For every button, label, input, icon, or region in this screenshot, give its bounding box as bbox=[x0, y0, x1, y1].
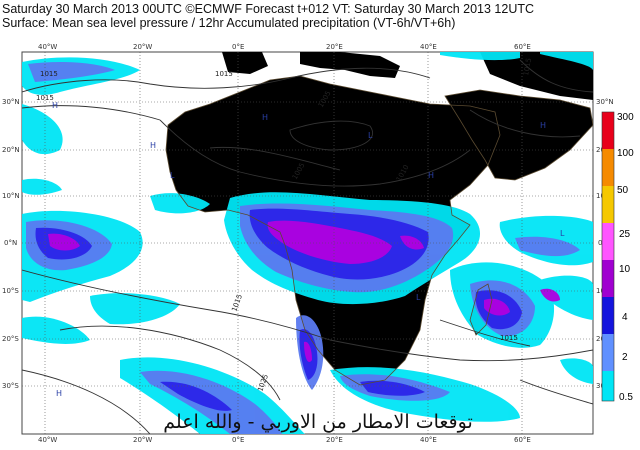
svg-text:20°W: 20°W bbox=[133, 43, 152, 51]
isobar-label: 1015 bbox=[522, 57, 533, 76]
legend-level-label: 10 bbox=[619, 264, 631, 275]
isobar-label: 1015 bbox=[36, 94, 54, 102]
svg-text:10°N: 10°N bbox=[2, 192, 20, 200]
svg-text:20°N: 20°N bbox=[2, 146, 20, 154]
legend-level-label: 300 bbox=[617, 112, 634, 123]
pressure-low-marker: L bbox=[560, 229, 565, 238]
legend-level-label: 100 bbox=[617, 148, 634, 159]
pressure-high-marker: H bbox=[428, 171, 434, 180]
legend-swatch bbox=[602, 260, 614, 297]
legend-level-label: 25 bbox=[619, 229, 631, 240]
lon-labels-bottom: 40°W 20°W 0°E 20°E 40°E 60°E bbox=[38, 436, 531, 444]
svg-text:20°E: 20°E bbox=[326, 43, 343, 51]
legend-swatch bbox=[602, 371, 614, 401]
pressure-low-marker: L bbox=[170, 171, 175, 180]
pressure-high-marker: H bbox=[262, 113, 268, 122]
svg-text:10°S: 10°S bbox=[2, 287, 19, 295]
legend-swatch bbox=[602, 223, 614, 260]
svg-text:30°S: 30°S bbox=[2, 382, 19, 390]
pressure-centres: H H H H H H L L L L bbox=[52, 101, 565, 398]
lon-labels-top: 40°W 20°W 0°E 20°E 40°E 60°E bbox=[38, 43, 531, 51]
isobars bbox=[22, 59, 593, 434]
svg-text:40°W: 40°W bbox=[38, 436, 57, 444]
svg-text:0°E: 0°E bbox=[232, 436, 244, 444]
precip-legend: 300 100 50 25 10 4 2 0.5 bbox=[601, 111, 634, 403]
svg-text:0°E: 0°E bbox=[232, 43, 244, 51]
iberia-land bbox=[222, 52, 268, 74]
header-title-line: Saturday 30 March 2013 00UTC ©ECMWF Fore… bbox=[2, 2, 535, 16]
isobar-label: 1015 bbox=[215, 70, 233, 78]
lat-labels-left: 30°N 20°N 10°N 0°N 10°S 20°S 30°S bbox=[2, 98, 20, 390]
pressure-high-marker: H bbox=[56, 389, 62, 398]
legend-swatch bbox=[602, 149, 614, 186]
svg-text:20°W: 20°W bbox=[133, 436, 152, 444]
coastlines bbox=[165, 75, 593, 386]
svg-text:60°E: 60°E bbox=[514, 43, 531, 51]
svg-text:40°W: 40°W bbox=[38, 43, 57, 51]
svg-text:40°E: 40°E bbox=[420, 43, 437, 51]
pressure-low-marker: L bbox=[416, 293, 421, 302]
europe-land bbox=[300, 52, 400, 78]
legend-swatch bbox=[602, 334, 614, 371]
svg-text:30°N: 30°N bbox=[596, 98, 614, 106]
pressure-high-marker: H bbox=[540, 121, 546, 130]
arabia-land bbox=[445, 90, 593, 180]
arabic-watermark-caption: توقعات الامطار من الاوربي - والله اعلم bbox=[163, 411, 472, 433]
header-subtitle-line: Surface: Mean sea level pressure / 12hr … bbox=[2, 16, 456, 30]
legend-level-label: 2 bbox=[622, 352, 628, 363]
legend-level-label: 50 bbox=[617, 185, 629, 196]
svg-text:20°S: 20°S bbox=[2, 335, 19, 343]
precip-very-heavy bbox=[48, 220, 560, 362]
graticule bbox=[22, 52, 593, 434]
isobar-label: 1015 bbox=[500, 334, 518, 342]
pressure-high-marker: H bbox=[150, 141, 156, 150]
svg-text:20°E: 20°E bbox=[326, 436, 343, 444]
pressure-low-marker: L bbox=[368, 131, 373, 140]
svg-text:0°N: 0°N bbox=[4, 239, 17, 247]
legend-level-label: 4 bbox=[622, 312, 628, 323]
asia-land bbox=[480, 52, 593, 100]
legend-swatch bbox=[602, 297, 614, 334]
legend-swatch bbox=[602, 112, 614, 149]
svg-text:40°E: 40°E bbox=[420, 436, 437, 444]
pressure-high-marker: H bbox=[52, 101, 58, 110]
isobar-label: 1015 bbox=[40, 70, 58, 78]
svg-text:30°N: 30°N bbox=[2, 98, 20, 106]
legend-swatch bbox=[602, 186, 614, 223]
svg-text:60°E: 60°E bbox=[514, 436, 531, 444]
legend-level-label: 0.5 bbox=[619, 392, 633, 403]
